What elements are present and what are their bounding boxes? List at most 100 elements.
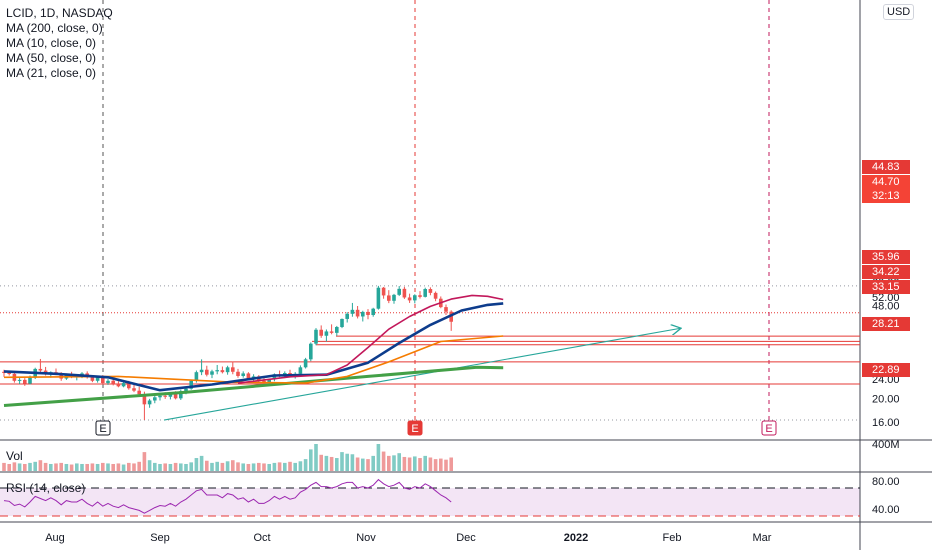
volume-bar xyxy=(106,463,110,471)
candle-body xyxy=(189,380,193,389)
candle-body xyxy=(220,370,225,373)
candle-body xyxy=(158,395,162,398)
candle-body xyxy=(402,288,407,298)
volume-bar xyxy=(75,463,79,471)
volume-bar xyxy=(277,462,282,471)
candle-body xyxy=(142,394,147,405)
indicator-ma21-label[interactable]: MA (21, close, 0) xyxy=(6,66,97,80)
volume-bar xyxy=(428,457,433,471)
volume-bar xyxy=(449,457,453,471)
volume-bar xyxy=(64,463,69,471)
price-tag-34-22: 34.22 xyxy=(862,265,910,279)
volume-bar xyxy=(220,462,225,471)
symbol-title[interactable]: LCID, 1D, NASDAQ xyxy=(6,6,113,20)
volume-bar xyxy=(319,454,323,471)
volume-bar xyxy=(236,462,240,471)
volume-bar xyxy=(101,462,105,471)
volume-bar xyxy=(215,461,219,471)
ma50-line xyxy=(3,335,504,384)
candle-body xyxy=(340,318,344,328)
volume-bar xyxy=(189,462,193,471)
candle-body xyxy=(106,380,110,384)
earnings-marker-label: E xyxy=(99,423,106,435)
price-tick-label: 16.00 xyxy=(872,417,900,429)
earnings-marker: E xyxy=(95,420,111,436)
volume-bar xyxy=(59,462,63,471)
volume-tick-label: 400M xyxy=(872,439,900,451)
candle-body xyxy=(199,369,204,373)
candle-body xyxy=(298,367,303,374)
price-tag-22-89: 22.89 xyxy=(862,363,910,377)
volume-bar xyxy=(272,462,277,471)
volume-bar xyxy=(387,455,391,471)
volume-bar xyxy=(210,462,214,471)
candle-body xyxy=(387,295,391,301)
volume-bar xyxy=(173,462,178,471)
candle-body xyxy=(173,394,178,399)
indicator-ma200-label[interactable]: MA (200, close, 0) xyxy=(6,21,103,35)
indicator-ma50-label[interactable]: MA (50, close, 0) xyxy=(6,51,97,65)
volume-bar xyxy=(225,461,230,471)
time-tick-label: Mar xyxy=(753,532,772,544)
indicator-ma10-label[interactable]: MA (10, close, 0) xyxy=(6,36,97,50)
candle-body xyxy=(101,377,105,384)
candle-body xyxy=(423,289,427,297)
volume-bar xyxy=(293,462,297,471)
volume-bar xyxy=(28,462,32,471)
candle-body xyxy=(168,394,173,397)
volume-bar xyxy=(127,462,131,471)
candle-body xyxy=(90,377,95,381)
volume-bar xyxy=(392,455,396,471)
volume-bar xyxy=(324,455,329,471)
candle-body xyxy=(184,388,188,392)
candle-body xyxy=(361,311,365,317)
candle-body xyxy=(397,288,401,295)
candle-body xyxy=(350,309,355,314)
candle-body xyxy=(153,397,157,401)
earnings-badge xyxy=(761,420,777,436)
price-tag-44-83: 44.83 xyxy=(862,160,910,174)
candle-body xyxy=(319,329,323,336)
volume-bar xyxy=(147,460,152,471)
candle-body xyxy=(231,367,235,372)
volume-bar xyxy=(267,463,271,471)
volume-bar xyxy=(33,461,37,471)
candle-body xyxy=(132,388,136,391)
time-tick-label: Oct xyxy=(253,532,270,544)
candle-body xyxy=(147,400,152,405)
chart-legend: LCID, 1D, NASDAQ MA (200, close, 0) MA (… xyxy=(6,6,113,81)
currency-badge[interactable]: USD xyxy=(883,4,915,20)
volume-bar xyxy=(158,463,162,471)
ma10-line xyxy=(237,294,504,384)
candle-body xyxy=(418,295,422,297)
volume-bar xyxy=(288,461,292,471)
volume-bar xyxy=(43,462,48,471)
volume-bar xyxy=(407,457,412,471)
volume-bar xyxy=(257,462,261,471)
volume-bar xyxy=(246,463,251,471)
candle-body xyxy=(272,374,277,380)
candle-body xyxy=(392,294,396,301)
volume-bar xyxy=(303,459,308,471)
candle-body xyxy=(23,379,27,384)
volume-bar xyxy=(184,463,188,471)
volume-bar xyxy=(121,464,126,471)
candle-body xyxy=(407,297,412,301)
volume-bar xyxy=(283,462,287,471)
volume-bar xyxy=(153,462,157,471)
candle-body xyxy=(137,390,141,395)
volume-pane-label[interactable]: Vol xyxy=(6,449,23,463)
volume-bar xyxy=(205,460,209,471)
time-tick-label: Feb xyxy=(663,532,682,544)
volume-bar xyxy=(444,459,448,471)
candle-body xyxy=(329,331,334,333)
rsi-pane-label[interactable]: RSI (14, close) xyxy=(6,481,86,495)
candle-body xyxy=(381,287,386,296)
volume-bar xyxy=(85,463,89,471)
earnings-marker-label: E xyxy=(765,423,772,435)
volume-bar xyxy=(413,456,417,471)
rsi-tick-label: 40.00 xyxy=(872,504,900,516)
volume-bar xyxy=(439,458,443,471)
